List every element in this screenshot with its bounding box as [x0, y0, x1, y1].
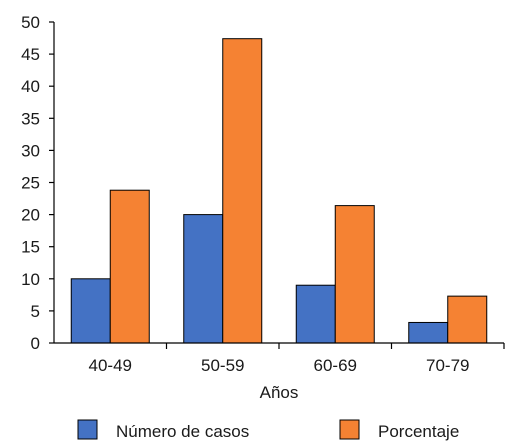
x-tick-label: 40-49 — [89, 356, 132, 375]
bar-porcentaje-60-69 — [334, 205, 375, 344]
y-tick-label: 20 — [21, 206, 40, 225]
bar-porcentaje-40-49 — [109, 189, 150, 344]
x-tick-label: 50-59 — [201, 356, 244, 375]
x-tick-label: 70-79 — [426, 356, 469, 375]
bars — [70, 38, 488, 344]
bar-porcentaje-50-59 — [222, 38, 263, 344]
y-axis-ticks: 0 5 10 15 20 25 30 35 40 45 50 — [21, 13, 54, 353]
bar-numero-de-casos-60-69 — [295, 284, 336, 344]
y-tick-label: 50 — [21, 13, 40, 32]
bar-numero-de-casos-50-59 — [183, 214, 224, 344]
y-tick-label: 40 — [21, 77, 40, 96]
legend-label-porcentaje: Porcentaje — [378, 422, 459, 441]
bar-porcentaje-70-79 — [447, 295, 488, 344]
legend-swatch-numero-de-casos — [77, 419, 98, 440]
y-tick-label: 0 — [31, 334, 40, 353]
legend: Número de casos Porcentaje — [77, 419, 459, 441]
x-axis-ticks: 40-49 50-59 60-69 70-79 — [89, 343, 505, 375]
x-tick-label: 60-69 — [314, 356, 357, 375]
bar-numero-de-casos-40-49 — [70, 278, 111, 344]
y-tick-label: 35 — [21, 109, 40, 128]
y-tick-label: 30 — [21, 141, 40, 160]
legend-swatch-porcentaje — [339, 419, 360, 440]
y-tick-label: 10 — [21, 270, 40, 289]
y-tick-label: 5 — [31, 302, 40, 321]
y-tick-label: 45 — [21, 45, 40, 64]
y-tick-label: 25 — [21, 174, 40, 193]
legend-label-numero-de-casos: Número de casos — [116, 422, 249, 441]
x-axis-title: Años — [260, 383, 299, 402]
y-tick-label: 15 — [21, 238, 40, 257]
bar-numero-de-casos-70-79 — [408, 321, 449, 344]
